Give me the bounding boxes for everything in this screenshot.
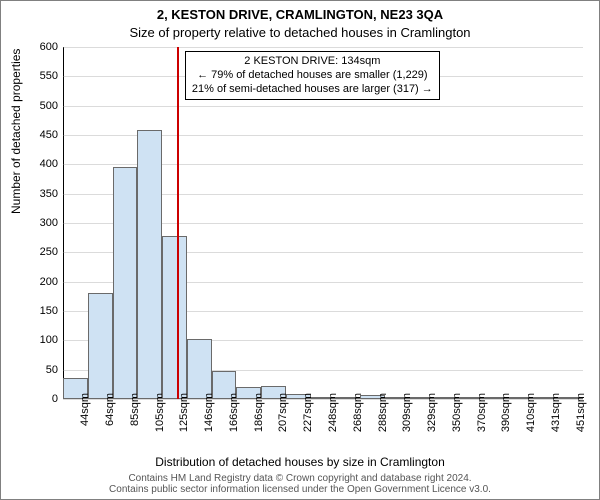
y-tick-label: 50	[28, 364, 58, 376]
y-tick-label: 600	[28, 41, 58, 53]
y-tick-label: 450	[28, 129, 58, 141]
y-tick-label: 0	[28, 393, 58, 405]
histogram-bar	[137, 130, 162, 399]
chart-container: 2, KESTON DRIVE, CRAMLINGTON, NE23 3QA S…	[0, 0, 600, 500]
annotation-line: 2 KESTON DRIVE: 134sqm	[192, 55, 433, 69]
chart-title: 2, KESTON DRIVE, CRAMLINGTON, NE23 3QA	[1, 7, 599, 22]
y-tick-label: 300	[28, 217, 58, 229]
y-tick-label: 100	[28, 334, 58, 346]
y-tick-label: 500	[28, 100, 58, 112]
y-tick-label: 200	[28, 276, 58, 288]
grid-line	[63, 47, 583, 48]
y-tick-label: 350	[28, 188, 58, 200]
y-axis-title: Number of detached properties	[9, 49, 23, 214]
x-tick-label: 451sqm	[575, 393, 587, 432]
y-tick-label: 150	[28, 305, 58, 317]
chart-subtitle: Size of property relative to detached ho…	[1, 25, 599, 40]
footnote-line-1: Contains HM Land Registry data © Crown c…	[1, 473, 599, 484]
footnote-line-2: Contains public sector information licen…	[1, 484, 599, 495]
grid-line	[63, 106, 583, 107]
annotation-line: ← 79% of detached houses are smaller (1,…	[192, 69, 433, 83]
y-tick-label: 550	[28, 70, 58, 82]
plot-area: 05010015020025030035040045050055060044sq…	[63, 47, 583, 399]
histogram-bar	[187, 339, 212, 399]
y-tick-label: 250	[28, 246, 58, 258]
y-tick-label: 400	[28, 158, 58, 170]
footnote: Contains HM Land Registry data © Crown c…	[1, 473, 599, 495]
x-axis-title: Distribution of detached houses by size …	[1, 455, 599, 469]
annotation-box: 2 KESTON DRIVE: 134sqm← 79% of detached …	[185, 51, 440, 100]
annotation-line: 21% of semi-detached houses are larger (…	[192, 83, 433, 97]
reference-line	[177, 47, 179, 399]
histogram-bar	[113, 167, 138, 399]
histogram-bar	[162, 236, 187, 399]
histogram-bar	[88, 293, 113, 399]
